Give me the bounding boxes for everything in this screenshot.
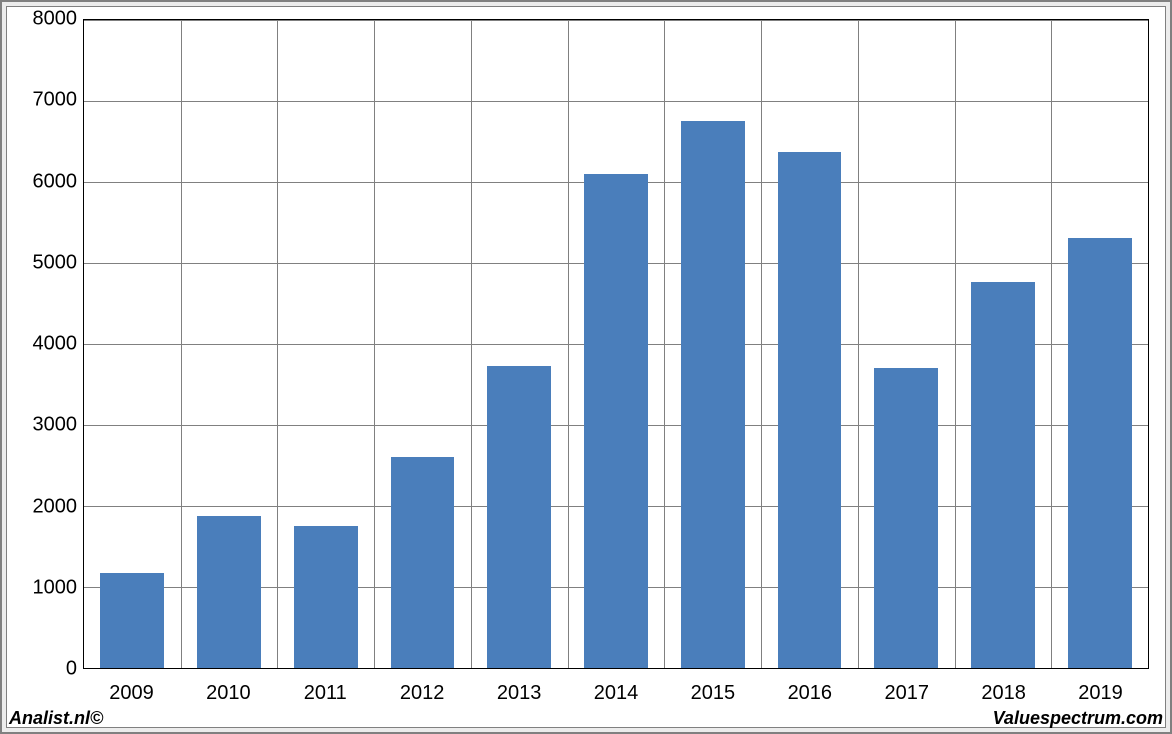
bar [487,366,551,668]
footer-credit-left: Analist.nl© [9,708,103,729]
y-tick-label: 8000 [17,8,77,31]
y-tick-label: 4000 [17,333,77,356]
y-tick-label: 1000 [17,576,77,599]
gridline-vertical [858,20,859,668]
x-tick-label: 2012 [400,682,445,705]
gridline-vertical [664,20,665,668]
bar [294,526,358,668]
y-tick-label: 6000 [17,170,77,193]
gridline-vertical [374,20,375,668]
x-tick-label: 2017 [884,682,929,705]
footer-credit-right: Valuespectrum.com [993,708,1163,729]
x-tick-label: 2016 [788,682,833,705]
x-axis: 2009 2010 2011 2012 2013 2014 2015 2016 2017 2018… [83,675,1149,705]
y-axis: 010002000300040005000600070008000 [7,19,83,669]
x-tick-label: 2013 [497,682,542,705]
x-tick-label: 2010 [206,682,251,705]
bar [584,174,648,668]
bar [197,516,261,668]
y-tick-label: 5000 [17,251,77,274]
plot-area [83,19,1149,669]
chart-outer-frame: 010002000300040005000600070008000 200920… [0,0,1172,734]
x-tick-label: 2015 [691,682,736,705]
gridline-vertical [761,20,762,668]
bar [778,152,842,668]
x-tick-label: 2019 [1078,682,1123,705]
bar [391,457,455,668]
y-tick-label: 7000 [17,89,77,112]
gridline-vertical [1051,20,1052,668]
gridline-vertical [955,20,956,668]
bar [971,282,1035,668]
y-tick-label: 0 [17,658,77,681]
y-tick-label: 2000 [17,495,77,518]
x-tick-label: 2014 [594,682,639,705]
bar [1068,238,1132,668]
bar [681,121,745,668]
gridline-vertical [568,20,569,668]
gridline-horizontal [84,20,1148,21]
gridline-vertical [277,20,278,668]
gridline-horizontal [84,101,1148,102]
bar [100,573,164,668]
chart-inner-frame: 010002000300040005000600070008000 200920… [6,6,1166,728]
x-tick-label: 2018 [981,682,1026,705]
bar [874,368,938,668]
gridline-vertical [181,20,182,668]
gridline-vertical [471,20,472,668]
y-tick-label: 3000 [17,414,77,437]
x-tick-label: 2011 [304,682,347,705]
x-tick-label: 2009 [109,682,154,705]
